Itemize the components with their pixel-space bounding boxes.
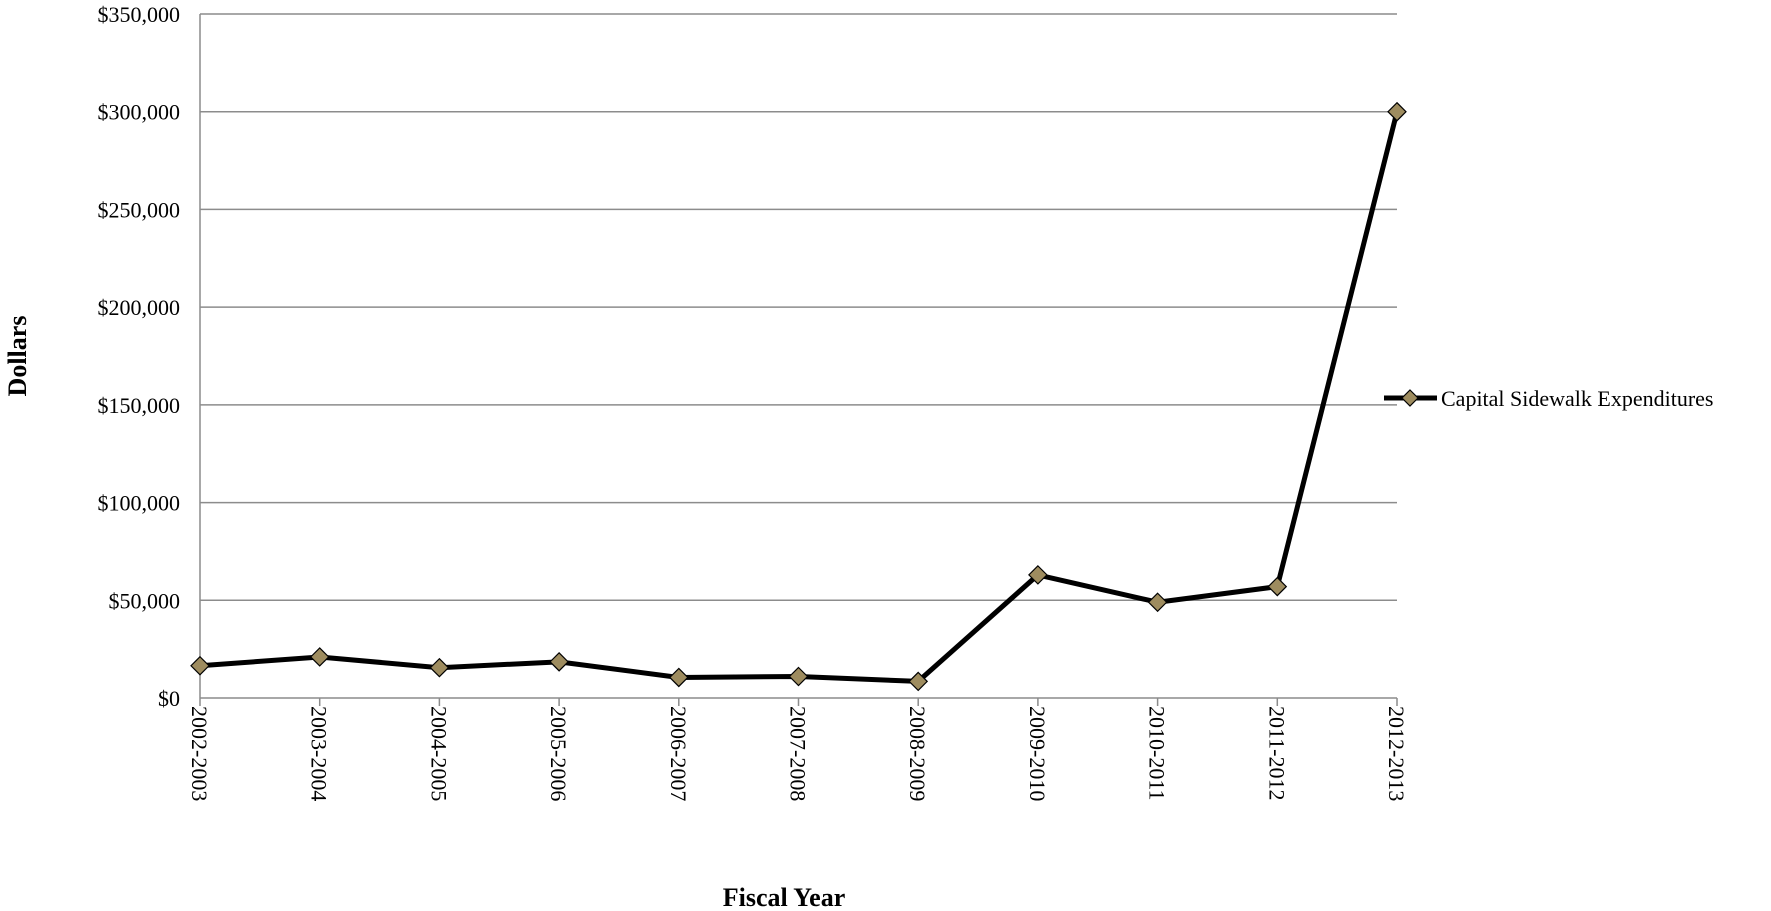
legend: Capital Sidewalk Expenditures	[1384, 386, 1714, 411]
y-tick-label: $350,000	[98, 2, 181, 27]
y-tick-label: $250,000	[98, 197, 181, 222]
x-axis-tick-labels: 2002-2003 2003-2004 2004-2005 2005-2006 2006…	[187, 706, 1409, 801]
axes	[199, 14, 1398, 706]
x-tick-label: 2009-2010	[1025, 706, 1050, 801]
gridlines	[200, 13, 1397, 602]
data-point-marker	[1387, 101, 1407, 122]
data-point-marker	[908, 671, 929, 692]
x-tick-label: 2011-2012	[1264, 706, 1289, 801]
y-tick-label: $100,000	[98, 491, 181, 516]
data-point-marker	[1267, 576, 1288, 597]
data-point-marker	[788, 666, 809, 687]
y-axis-tick-labels: $0 $50,000 $100,000 $150,000 $200,000 $250,00…	[98, 2, 181, 711]
x-tick-label: 2010-2011	[1145, 706, 1170, 801]
legend-label: Capital Sidewalk Expenditures	[1441, 386, 1714, 411]
data-point-marker	[549, 651, 569, 672]
data-point-marker	[668, 667, 689, 688]
y-axis-title: Dollars	[3, 316, 32, 397]
data-point-marker	[1028, 565, 1048, 585]
y-tick-label: $300,000	[98, 100, 181, 125]
y-tick-label: $0	[158, 686, 180, 711]
x-tick-label: 2006-2007	[666, 706, 691, 801]
x-tick-label: 2005-2006	[546, 706, 571, 801]
series-line	[197, 109, 1400, 684]
x-tick-label: 2007-2008	[786, 706, 811, 801]
x-tick-label: 2008-2009	[905, 706, 930, 801]
data-point-marker	[309, 647, 330, 667]
y-tick-label: $200,000	[98, 295, 181, 320]
legend-marker	[1401, 389, 1419, 407]
data-point-marker	[429, 657, 450, 678]
x-axis-title: Fiscal Year	[723, 883, 846, 911]
data-point-marker	[190, 655, 210, 676]
x-tick-label: 2003-2004	[307, 706, 332, 801]
y-tick-label: $150,000	[98, 393, 181, 418]
data-point-marker	[1147, 592, 1168, 613]
y-tick-label: $50,000	[109, 588, 181, 613]
x-tick-label: 2002-2003	[187, 706, 212, 801]
series-layer	[190, 101, 1407, 692]
x-tick-label: 2012-2013	[1384, 706, 1409, 801]
x-tick-label: 2004-2005	[426, 706, 451, 801]
